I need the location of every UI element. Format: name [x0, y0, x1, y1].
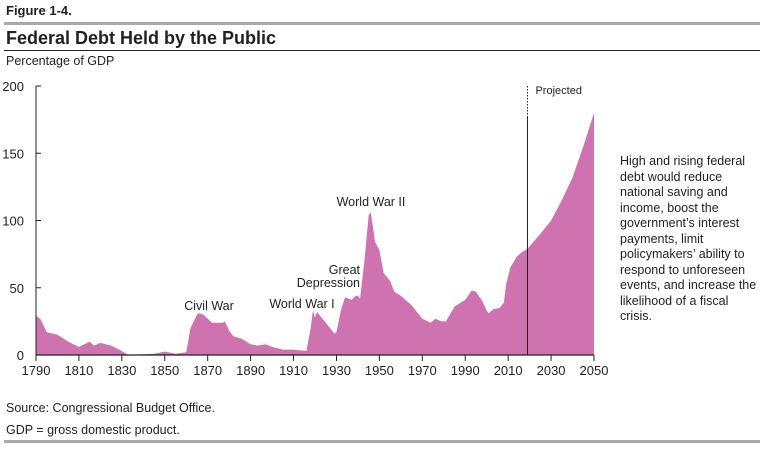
footnote: GDP = gross domestic product. — [6, 423, 180, 437]
y-tick-label: 50 — [10, 281, 24, 296]
annotation-label: Civil War — [184, 299, 234, 313]
annotation-label: Depression — [297, 276, 360, 290]
x-tick-label: 2030 — [537, 363, 566, 378]
x-tick-label: 1830 — [107, 363, 136, 378]
annotation-label: World War I — [269, 297, 334, 311]
source-note: Source: Congressional Budget Office. — [6, 401, 215, 415]
x-tick-label: 1950 — [365, 363, 394, 378]
x-tick-label: 1930 — [322, 363, 351, 378]
x-tick-label: 1890 — [236, 363, 265, 378]
y-axis-label: Percentage of GDP — [6, 54, 115, 68]
projection-label: Projected — [535, 85, 581, 97]
x-tick-label: 1850 — [150, 363, 179, 378]
y-tick-label: 150 — [2, 146, 24, 161]
x-tick-label: 1990 — [451, 363, 480, 378]
title-rule — [4, 50, 760, 51]
chart-title: Federal Debt Held by the Public — [6, 28, 277, 48]
y-tick-label: 200 — [2, 79, 24, 94]
y-tick-label: 100 — [2, 214, 24, 229]
x-tick-label: 1970 — [408, 363, 437, 378]
bottom-rule — [4, 440, 760, 443]
x-tick-label: 2050 — [580, 363, 609, 378]
side-note: High and rising federal debt would reduc… — [620, 154, 757, 323]
figure-label: Figure 1-4. — [6, 3, 72, 18]
x-tick-label: 2010 — [494, 363, 523, 378]
annotation-label: Great — [329, 263, 361, 277]
x-tick-label: 1810 — [64, 363, 93, 378]
x-tick-label: 1790 — [22, 363, 51, 378]
annotation-label: World War II — [337, 195, 406, 209]
top-rule — [4, 22, 760, 25]
x-tick-label: 1910 — [279, 363, 308, 378]
x-tick-label: 1870 — [193, 363, 222, 378]
y-tick-label: 0 — [17, 348, 24, 363]
debt-area — [36, 112, 594, 356]
